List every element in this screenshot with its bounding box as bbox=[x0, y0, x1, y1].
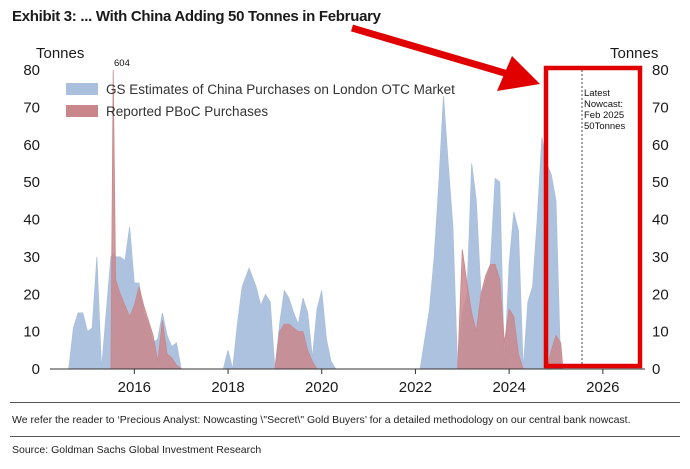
y-tick-left: 50 bbox=[23, 174, 40, 191]
legend-label-pboc: Reported PBoC Purchases bbox=[106, 104, 268, 119]
y-tick-right: 70 bbox=[652, 99, 669, 116]
footnote: We refer the reader to ‘Precious Analyst… bbox=[12, 414, 631, 426]
y-tick-left: 30 bbox=[23, 249, 40, 266]
y-tick-right: 60 bbox=[652, 137, 669, 154]
legend-swatch-gs bbox=[66, 83, 98, 95]
y-unit-right: Tonnes bbox=[610, 45, 658, 62]
y-tick-left: 10 bbox=[23, 324, 40, 341]
x-tick-label: 2020 bbox=[305, 379, 338, 396]
x-tick-label: 2024 bbox=[492, 379, 525, 396]
highlight-box bbox=[543, 65, 643, 369]
y-tick-right: 30 bbox=[652, 249, 669, 266]
legend-label-gs: GS Estimates of China Purchases on Londo… bbox=[106, 82, 455, 97]
gs-estimates-series bbox=[68, 96, 562, 370]
y-tick-right: 50 bbox=[652, 174, 669, 191]
pboc-series bbox=[110, 69, 564, 370]
x-tick-label: 2018 bbox=[211, 379, 244, 396]
y-tick-left: 0 bbox=[32, 361, 40, 378]
y-tick-right: 20 bbox=[652, 286, 669, 303]
nowcast-line-2: Nowcast: bbox=[584, 99, 623, 110]
y-tick-left: 20 bbox=[23, 286, 40, 303]
gs-estimates-area bbox=[68, 96, 562, 370]
peak-annotation: 604 bbox=[114, 58, 130, 69]
y-unit-left: Tonnes bbox=[36, 45, 84, 62]
legend: GS Estimates of China Purchases on Londo… bbox=[66, 82, 455, 119]
highlight-arrow-head bbox=[497, 56, 540, 91]
y-tick-right: 40 bbox=[652, 212, 669, 229]
x-tick-label: 2022 bbox=[399, 379, 432, 396]
source-text: Source: Goldman Sachs Global Investment … bbox=[12, 444, 262, 456]
x-tick-label: 2016 bbox=[118, 379, 151, 396]
nowcast-annotation: Latest Nowcast: Feb 2025 50Tonnes bbox=[581, 70, 625, 369]
footnote-rule bbox=[10, 402, 680, 403]
y-tick-left: 70 bbox=[23, 99, 40, 116]
legend-swatch-pboc bbox=[66, 105, 98, 117]
source-rule bbox=[10, 436, 680, 437]
y-tick-left: 40 bbox=[23, 212, 40, 229]
nowcast-line-3: Feb 2025 bbox=[584, 110, 624, 121]
y-tick-right: 80 bbox=[652, 62, 669, 79]
highlight-arrow-shaft bbox=[351, 24, 509, 78]
pboc-area bbox=[110, 69, 564, 370]
y-tick-left: 60 bbox=[23, 137, 40, 154]
y-tick-right: 10 bbox=[652, 324, 669, 341]
y-tick-right: 0 bbox=[652, 361, 660, 378]
exhibit-title: Exhibit 3: ... With China Adding 50 Tonn… bbox=[12, 8, 381, 25]
nowcast-line-1: Latest bbox=[584, 88, 610, 99]
nowcast-line-4: 50Tonnes bbox=[584, 121, 625, 132]
x-tick-label: 2026 bbox=[586, 379, 619, 396]
y-tick-left: 80 bbox=[23, 62, 40, 79]
